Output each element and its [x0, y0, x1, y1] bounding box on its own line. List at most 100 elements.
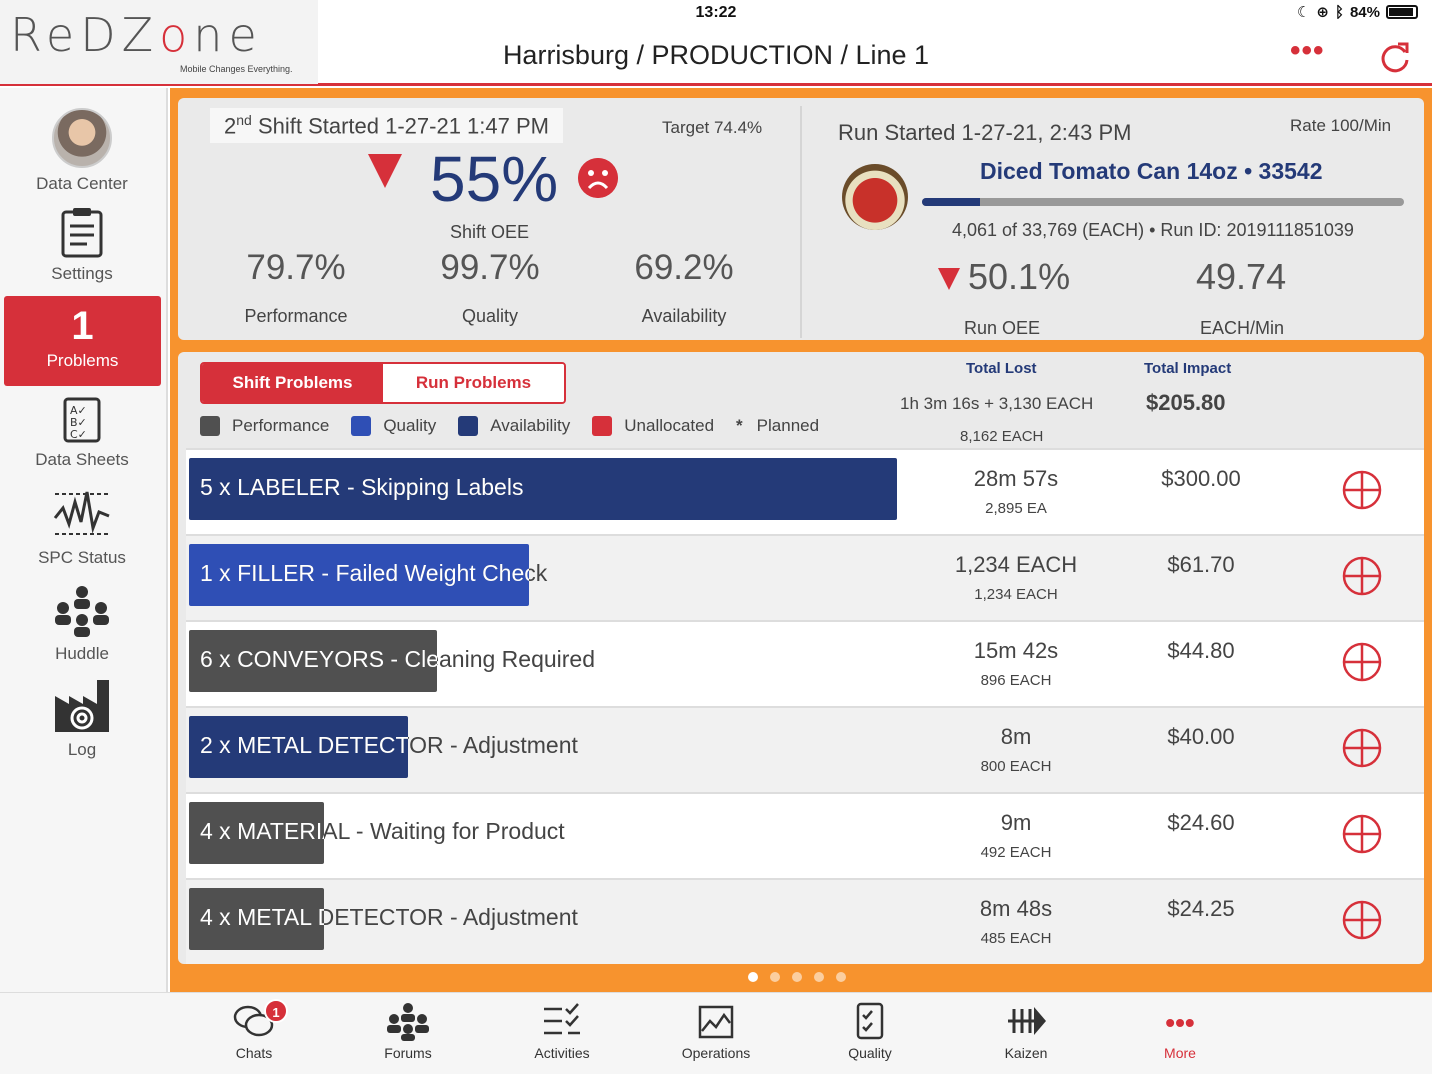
problem-lost-each: 2,895 EA: [985, 500, 1047, 517]
product-name: Diced Tomato Can 14oz • 33542: [980, 158, 1323, 184]
tab-activities[interactable]: Activities: [512, 1001, 612, 1061]
total-lost-heading: Total Lost: [966, 360, 1037, 377]
divider: [800, 106, 802, 338]
tab-run-problems[interactable]: Run Problems: [383, 364, 564, 402]
problem-tabs: Shift Problems Run Problems: [200, 362, 566, 404]
add-plus-icon[interactable]: [1342, 556, 1382, 596]
sidebar-item-spc-status[interactable]: SPC Status: [0, 488, 164, 568]
tab-label: Quality: [848, 1045, 892, 1061]
page-dot[interactable]: [748, 972, 758, 982]
page-dot[interactable]: [836, 972, 846, 982]
run-oee-label: Run OEE: [964, 318, 1041, 338]
problem-impact: $40.00: [1167, 724, 1235, 749]
page-dot[interactable]: [814, 972, 824, 982]
run-progress-bar: [922, 198, 1404, 206]
metric-value: 79.7%: [246, 248, 346, 287]
problem-lost-time: 8m: [1000, 724, 1032, 749]
problem-lost-each: 485 EACH: [980, 930, 1052, 947]
sidebar-item-huddle[interactable]: Huddle: [0, 584, 164, 664]
sidebar-item-problems[interactable]: 1 Problems: [4, 296, 161, 386]
legend-label: Unallocated: [624, 416, 715, 435]
sidebar-item-data-center[interactable]: Data Center: [0, 108, 164, 194]
tab-chats[interactable]: 1 Chats: [204, 999, 304, 1061]
app-header: ReDZone Mobile Changes Everything. 13:22…: [0, 0, 1432, 86]
problem-impact: $44.80: [1167, 638, 1235, 663]
run-count: 4,061 of 33,769 (EACH) • Run ID: 2019111…: [952, 220, 1354, 240]
tab-label: Operations: [681, 1045, 751, 1061]
run-oee-value: 50.1%: [938, 256, 1070, 298]
problem-bar-text-clip: 1 x FILLER - Failed Weight Check: [189, 544, 529, 606]
add-plus-icon[interactable]: [1342, 814, 1382, 854]
tab-shift-problems[interactable]: Shift Problems: [202, 364, 383, 402]
problem-text: 6 x CONVEYORS - Cleaning Required: [200, 646, 595, 672]
problem-impact: $300.00: [1161, 466, 1241, 491]
problem-row[interactable]: 5 x LABELER - Skipping Labels 5 x LABELER…: [186, 448, 1424, 534]
legend-label: Quality: [383, 416, 437, 435]
sidebar-item-label: SPC Status: [38, 548, 126, 567]
sidebar-item-log[interactable]: Log: [0, 678, 164, 760]
tab-quality[interactable]: Quality: [820, 1001, 920, 1061]
tab-kaizen[interactable]: Kaizen: [976, 1001, 1076, 1061]
legend-swatch: [458, 416, 479, 436]
metric-performance: 79.7% Performance: [206, 248, 386, 327]
shift-started-label: 2nd Shift Started 1-27-21 1:47 PM: [210, 108, 563, 144]
status-time: 13:22: [695, 4, 737, 21]
refresh-icon[interactable]: [1378, 40, 1412, 74]
legend-label: Performance: [232, 416, 330, 435]
kaizen-icon: [1008, 1007, 1046, 1035]
run-each-rate: 49.74: [1196, 256, 1287, 297]
problem-row[interactable]: 4 x METAL DETECTOR - Adjustment 4 x METAL…: [186, 878, 1424, 964]
bluetooth-icon: ᛒ: [1334, 3, 1344, 21]
more-menu-icon[interactable]: •••: [1290, 34, 1325, 67]
problem-row[interactable]: 6 x CONVEYORS - Cleaning Required 6 x CON…: [186, 620, 1424, 706]
shift-oee-value: 55%: [430, 143, 559, 215]
quality-clipboard-icon: [856, 1002, 884, 1040]
problem-bar: [189, 630, 437, 692]
page-dot[interactable]: [770, 972, 780, 982]
add-plus-icon[interactable]: [1342, 728, 1382, 768]
problem-row[interactable]: 4 x MATERIAL - Waiting for Product 4 x MA…: [186, 792, 1424, 878]
add-plus-icon[interactable]: [1342, 470, 1382, 510]
add-plus-icon[interactable]: [1342, 900, 1382, 940]
problem-lost-each: 896 EACH: [980, 672, 1052, 689]
tab-more[interactable]: ••• More: [1130, 1001, 1230, 1061]
sidebar-item-data-sheets[interactable]: A✓ B✓ C✓ Data Sheets: [0, 396, 164, 470]
legend-item-planned: * Planned: [736, 416, 819, 436]
tab-label: Forums: [384, 1045, 432, 1061]
problem-text: 4 x MATERIAL - Waiting for Product: [200, 818, 565, 844]
sad-face-icon: [578, 158, 618, 198]
problem-text: 1 x FILLER - Failed Weight Check: [200, 560, 548, 586]
problem-text-overlay: 6 x CONVEYORS - Cleaning Required: [200, 646, 437, 672]
tab-label: Chats: [235, 1045, 273, 1061]
sidebar: Data Center Settings 1 Problems A✓ B✓ C✓…: [0, 88, 168, 992]
moon-icon: ☾: [1296, 4, 1311, 21]
main-panel: 2nd Shift Started 1-27-21 1:47 PM Target…: [170, 88, 1432, 992]
checklist-icon: A✓ B✓ C✓: [63, 397, 101, 443]
sidebar-item-label: Problems: [46, 351, 119, 370]
factory-log-icon: [55, 680, 109, 732]
down-arrow-icon: [368, 154, 402, 188]
tab-operations[interactable]: Operations: [666, 1001, 766, 1061]
page-dot[interactable]: [792, 972, 802, 982]
page-title: Harrisburg / PRODUCTION / Line 1: [502, 40, 930, 70]
problems-card: Shift Problems Run Problems Performance Q…: [178, 352, 1424, 964]
total-impact-heading: Total Impact: [1144, 360, 1232, 377]
sidebar-item-label: Settings: [51, 264, 113, 283]
tab-forums[interactable]: Forums: [358, 1001, 458, 1061]
problem-bar: [189, 888, 324, 950]
problem-impact: $24.60: [1167, 810, 1235, 835]
legend-swatch: [351, 416, 372, 436]
problem-lost-each: 800 EACH: [980, 758, 1052, 775]
legend-label: Planned: [756, 416, 820, 435]
sidebar-item-label: Huddle: [55, 644, 109, 663]
problem-row[interactable]: 1 x FILLER - Failed Weight Check 1 x FILL…: [186, 534, 1424, 620]
problem-bar: [189, 716, 408, 778]
product-image: [842, 164, 908, 230]
legend-swatch: [592, 416, 613, 436]
problem-text-overlay: 2 x METAL DETECTOR - Adjustment: [200, 732, 408, 758]
add-plus-icon[interactable]: [1342, 642, 1382, 682]
legend-item: Availability: [458, 416, 570, 436]
problem-bar-text-clip: 2 x METAL DETECTOR - Adjustment: [189, 716, 408, 778]
problem-row[interactable]: 2 x METAL DETECTOR - Adjustment 2 x METAL…: [186, 706, 1424, 792]
sidebar-item-settings[interactable]: Settings: [0, 206, 164, 284]
